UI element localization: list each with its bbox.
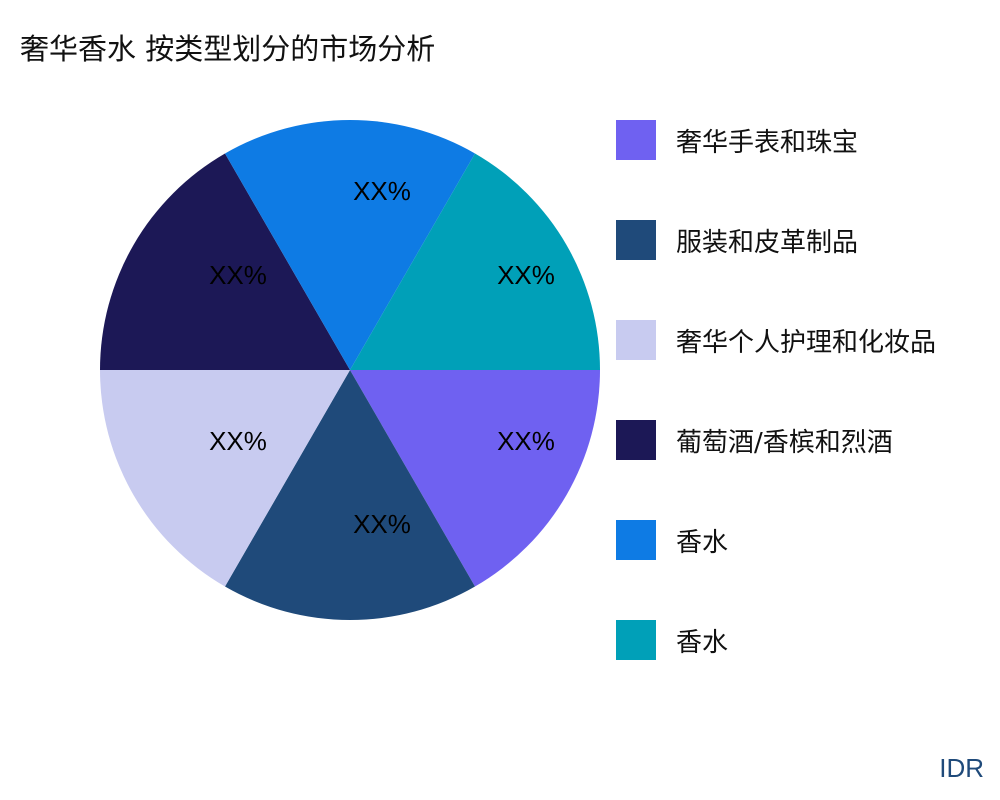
pie-slice bbox=[225, 119, 475, 370]
data-label: XX% bbox=[209, 426, 267, 456]
legend-swatch bbox=[616, 220, 656, 260]
legend-swatch bbox=[616, 120, 656, 160]
legend-label: 服装和皮革制品 bbox=[676, 227, 859, 258]
data-label: XX% bbox=[497, 426, 555, 456]
data-label: XX% bbox=[497, 260, 555, 290]
legend-item[interactable]: 葡萄酒/香槟和烈酒 bbox=[616, 420, 893, 460]
pie-slice bbox=[350, 153, 600, 370]
legend-item[interactable]: 香水 bbox=[616, 620, 728, 660]
legend-label: 香水 bbox=[676, 627, 729, 658]
legend-swatch bbox=[616, 420, 656, 460]
legend-item[interactable]: 奢华手表和珠宝 bbox=[616, 120, 858, 160]
legend-item[interactable]: 服装和皮革制品 bbox=[616, 220, 858, 260]
chart-title: 奢华香水 按类型划分的市场分析 bbox=[20, 32, 436, 66]
pie-slice bbox=[100, 153, 350, 370]
pie-slice bbox=[350, 370, 600, 587]
legend-swatch bbox=[616, 320, 656, 360]
legend-item[interactable]: 奢华个人护理和化妆品 bbox=[616, 320, 936, 360]
data-label: XX% bbox=[353, 509, 411, 539]
watermark-logo: IDR bbox=[939, 753, 984, 783]
pie-slice bbox=[100, 370, 350, 587]
legend-label: 奢华手表和珠宝 bbox=[676, 127, 859, 158]
legend-label: 奢华个人护理和化妆品 bbox=[676, 327, 937, 358]
legend-label: 香水 bbox=[676, 527, 729, 558]
pie-slice bbox=[225, 370, 475, 620]
data-label: XX% bbox=[209, 260, 267, 290]
legend-item[interactable]: 香水 bbox=[616, 520, 728, 560]
data-label: XX% bbox=[353, 176, 411, 206]
legend-swatch bbox=[616, 620, 656, 660]
legend-label: 葡萄酒/香槟和烈酒 bbox=[676, 427, 893, 458]
legend-swatch bbox=[616, 520, 656, 560]
